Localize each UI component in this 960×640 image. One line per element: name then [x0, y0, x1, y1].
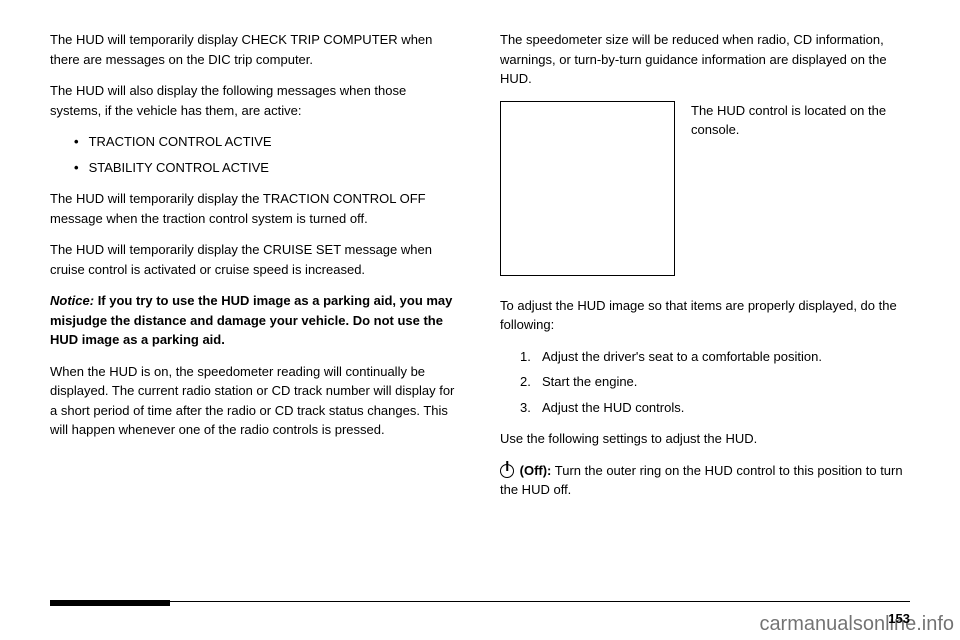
step-number: 2.: [520, 372, 534, 392]
bullet-item: TRACTION CONTROL ACTIVE: [74, 132, 460, 152]
notice-paragraph: Notice: If you try to use the HUD image …: [50, 291, 460, 350]
step-number: 1.: [520, 347, 534, 367]
off-setting-paragraph: (Off): Turn the outer ring on the HUD co…: [500, 461, 910, 500]
step-text: Start the engine.: [542, 372, 637, 392]
footer-accent: [50, 600, 170, 606]
bullet-item: STABILITY CONTROL ACTIVE: [74, 158, 460, 178]
image-row: The HUD control is located on the consol…: [500, 101, 910, 276]
bullet-list: TRACTION CONTROL ACTIVE STABILITY CONTRO…: [50, 132, 460, 177]
notice-text: If you try to use the HUD image as a par…: [50, 293, 452, 347]
paragraph: The HUD will temporarily display CHECK T…: [50, 30, 460, 69]
image-placeholder: [500, 101, 675, 276]
step-text: Adjust the HUD controls.: [542, 398, 684, 418]
off-label: (Off):: [520, 463, 552, 478]
paragraph: When the HUD is on, the speedometer read…: [50, 362, 460, 440]
numbered-item: 2. Start the engine.: [520, 372, 910, 392]
left-column: The HUD will temporarily display CHECK T…: [50, 30, 460, 512]
numbered-item: 1. Adjust the driver's seat to a comforta…: [520, 347, 910, 367]
numbered-item: 3. Adjust the HUD controls.: [520, 398, 910, 418]
bullet-text: TRACTION CONTROL ACTIVE: [89, 132, 272, 152]
paragraph: The HUD will temporarily display the TRA…: [50, 189, 460, 228]
off-text: Turn the outer ring on the HUD control t…: [500, 463, 903, 498]
paragraph: The HUD will also display the following …: [50, 81, 460, 120]
notice-label: Notice:: [50, 293, 94, 308]
paragraph: The HUD will temporarily display the CRU…: [50, 240, 460, 279]
paragraph: Use the following settings to adjust the…: [500, 429, 910, 449]
footer-divider: [50, 601, 910, 602]
numbered-list: 1. Adjust the driver's seat to a comforta…: [500, 347, 910, 418]
right-column: The speedometer size will be reduced whe…: [500, 30, 910, 512]
step-number: 3.: [520, 398, 534, 418]
paragraph: The speedometer size will be reduced whe…: [500, 30, 910, 89]
image-caption: The HUD control is located on the consol…: [691, 101, 910, 140]
step-text: Adjust the driver's seat to a comfortabl…: [542, 347, 822, 367]
paragraph: To adjust the HUD image so that items ar…: [500, 296, 910, 335]
power-off-icon: [500, 464, 514, 478]
bullet-text: STABILITY CONTROL ACTIVE: [89, 158, 269, 178]
watermark: carmanualsonline.info: [759, 613, 954, 636]
